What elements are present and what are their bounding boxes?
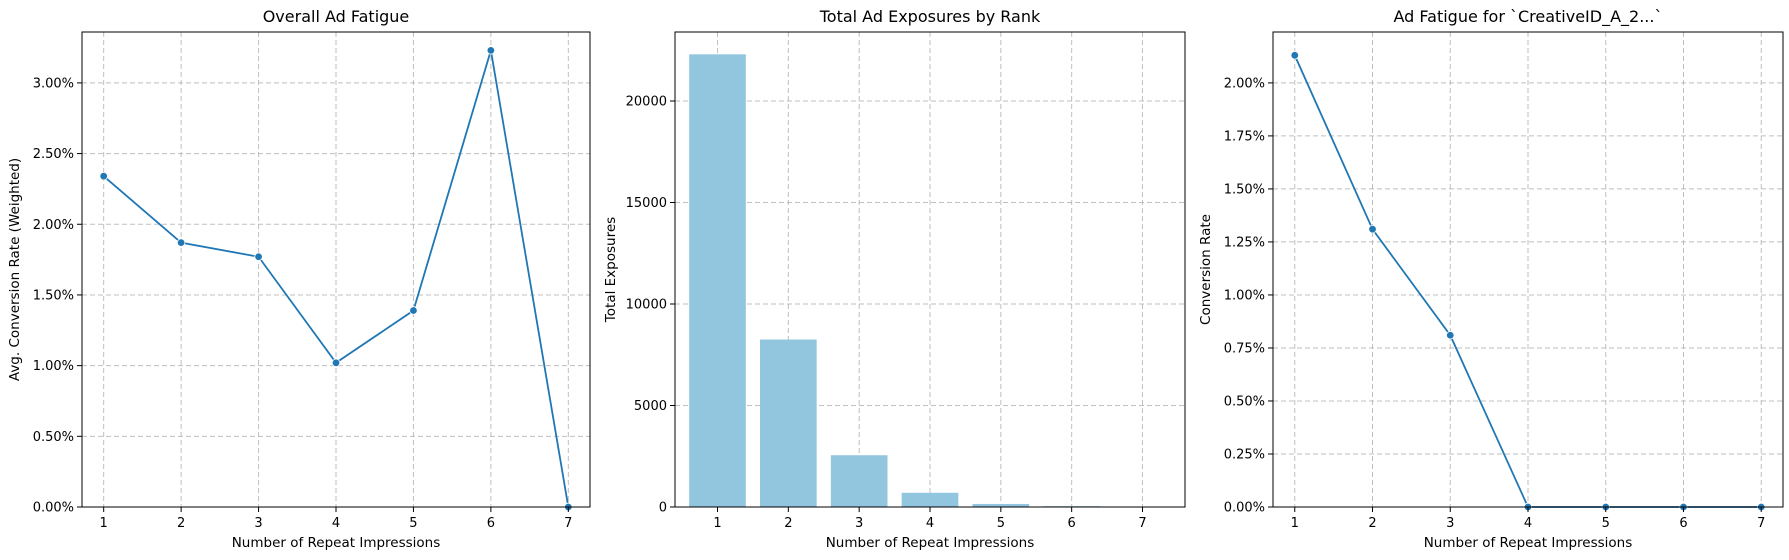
chart-title: Overall Ad Fatigue: [263, 7, 410, 26]
y-tick-label: 1.00%: [1224, 288, 1265, 303]
x-tick-label: 5: [997, 516, 1005, 531]
y-tick-label: 1.75%: [1224, 129, 1265, 144]
x-tick-label: 5: [1602, 516, 1610, 531]
y-tick-label: 2.00%: [1224, 76, 1265, 91]
data-point-2: [1368, 225, 1377, 234]
data-point-3: [254, 252, 263, 261]
chart-creative-ad-fatigue: 1 2 3 4 5 6 7 0.00% 0.25% 0.50% 0.75% 1.00% 1.25% 1.5…: [1198, 7, 1784, 551]
x-tick-label: 4: [332, 516, 340, 531]
series-line: [103, 50, 570, 508]
bar-1: [689, 54, 746, 507]
x-tick-label: 2: [1368, 516, 1376, 531]
grid-lines: [82, 32, 590, 508]
x-tick-label: 1: [713, 516, 721, 531]
x-tick-label: 2: [784, 516, 792, 531]
x-tick-label: 4: [1524, 516, 1532, 531]
grid-lines: [675, 32, 1185, 508]
y-tick-label: 0.25%: [1224, 447, 1265, 462]
data-point-1: [99, 171, 108, 181]
bar-2: [760, 339, 817, 507]
chart-title: Total Ad Exposures by Rank: [819, 7, 1041, 26]
y-tick-label: 3.00%: [33, 76, 74, 91]
data-point-1: [1290, 51, 1299, 60]
x-tick-label: 3: [254, 516, 262, 531]
x-tick-label: 7: [1757, 516, 1765, 531]
y-axis-label: Avg. Conversion Rate (Weighted): [7, 158, 23, 381]
chart-total-ad-exposures: 1 2 3 4 5 6 7 0 5000 10000 15000 20000 Total Ad Expo…: [603, 7, 1186, 551]
x-tick-label: 7: [564, 516, 572, 531]
data-point-6: [486, 46, 496, 55]
data-point-4: [331, 358, 341, 368]
x-axis-label: Number of Repeat Impressions: [826, 535, 1035, 551]
data-point-3: [1446, 331, 1455, 340]
grid-lines: [1273, 32, 1783, 508]
y-tick-label: 15000: [626, 196, 667, 211]
x-tick-label: 2: [177, 516, 185, 531]
x-tick-label: 3: [855, 516, 863, 531]
y-tick-label: 0.50%: [1224, 394, 1265, 409]
x-tick-label: 1: [1291, 516, 1299, 531]
y-axis-label: Conversion Rate: [1198, 214, 1214, 325]
y-tick-label: 10000: [626, 298, 667, 313]
y-tick-label: 0: [659, 501, 667, 516]
data-point-2: [176, 238, 186, 247]
y-tick-label: 1.50%: [33, 288, 74, 303]
x-tick-label: 3: [1446, 516, 1454, 531]
y-tick-label: 20000: [626, 95, 667, 110]
y-tick-label: 2.00%: [33, 218, 74, 233]
y-tick-label: 1.25%: [1224, 235, 1265, 250]
chart-overall-ad-fatigue: 1 2 3 4 5 6 7 0.00% 0.50% 1.00% 1.50% 2.00% 2.50% 3.0…: [7, 7, 591, 551]
x-tick-label: 4: [926, 516, 934, 531]
x-tick-label: 7: [1138, 516, 1146, 531]
y-tick-label: 1.00%: [33, 359, 74, 374]
y-tick-label: 0.00%: [33, 501, 74, 516]
x-tick-label: 1: [100, 516, 108, 531]
y-tick-label: 5000: [634, 399, 667, 414]
y-axis-label: Total Exposures: [603, 217, 619, 323]
x-tick-label: 6: [487, 516, 495, 531]
y-tick-label: 1.50%: [1224, 182, 1265, 197]
chart-title: Ad Fatigue for `CreativeID_A_2...`: [1394, 7, 1663, 27]
x-tick-label: 5: [409, 516, 417, 531]
data-point-5: [409, 306, 418, 315]
x-tick-label: 6: [1679, 516, 1687, 531]
x-axis-label: Number of Repeat Impressions: [1424, 535, 1633, 551]
x-axis-label: Number of Repeat Impressions: [232, 535, 441, 551]
y-tick-label: 0.50%: [33, 430, 74, 445]
y-tick-label: 2.50%: [33, 147, 74, 162]
bar-5: [972, 503, 1030, 507]
y-tick-label: 0.00%: [1224, 501, 1265, 516]
x-tick-label: 6: [1068, 516, 1076, 531]
y-tick-label: 0.75%: [1224, 341, 1265, 356]
bar-3: [830, 455, 888, 507]
bar-4: [901, 492, 959, 507]
